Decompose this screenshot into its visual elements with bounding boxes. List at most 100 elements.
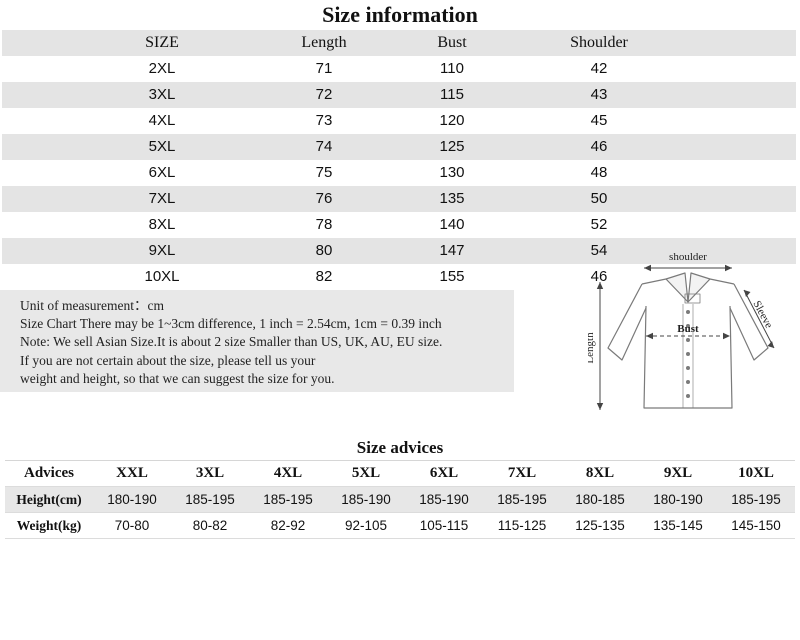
table-row: 8XL 78 140 52: [2, 212, 796, 238]
bust-label: Bust: [677, 323, 699, 335]
weight-row-label: Weight(kg): [16, 518, 82, 533]
table-row: 2XL 71 110 42: [2, 56, 796, 82]
cell-bust: 155: [439, 268, 465, 285]
size-advices-table: Advices XXL 3XL 4XL 5XL 6XL 7XL 8XL 9XL …: [5, 460, 795, 539]
cell-size: 2XL: [148, 60, 176, 77]
cell-bust: 120: [439, 112, 465, 129]
cell-length: 82: [315, 268, 333, 285]
cell-bust: 125: [439, 138, 465, 155]
note-line: Unit of measurement：cm: [20, 298, 164, 313]
advice-header-size: 5XL: [351, 465, 381, 481]
advice-header-size: 10XL: [738, 465, 774, 481]
table-row: 4XL 73 120 45: [2, 108, 796, 134]
size-table: SIZE Length Bust Shoulder 2XL 71 110 42 …: [2, 30, 796, 290]
cell-length: 73: [315, 112, 333, 129]
cell-shoulder: 48: [590, 164, 608, 181]
height-value: 185-190: [419, 492, 469, 507]
advice-header-size: 8XL: [585, 465, 615, 481]
weight-value: 125-135: [575, 518, 625, 533]
height-value: 185-190: [341, 492, 391, 507]
note-line: If you are not certain about the size, p…: [20, 352, 316, 368]
weight-value: 115-125: [497, 518, 547, 533]
cell-bust: 110: [440, 60, 464, 77]
height-value: 180-190: [653, 492, 703, 507]
height-row: Height(cm) 180-190 185-195 185-195 185-1…: [5, 487, 795, 513]
cell-size: 9XL: [148, 242, 176, 259]
advice-header-size: 7XL: [507, 465, 537, 481]
table-row: 6XL 75 130 48: [2, 160, 796, 186]
advice-header-row: Advices XXL 3XL 4XL 5XL 6XL 7XL 8XL 9XL …: [5, 461, 795, 487]
note-line: Size Chart There may be 1~3cm difference…: [20, 316, 442, 332]
cell-bust: 130: [439, 164, 465, 181]
cell-length: 74: [315, 138, 333, 155]
height-value: 185-195: [263, 492, 313, 507]
size-table-header-size: SIZE: [145, 34, 179, 51]
size-advices-title: Size advices: [356, 438, 444, 457]
note-line: Note: We sell Asian Size.It is about 2 s…: [20, 334, 443, 350]
advice-header-size: XXL: [116, 465, 148, 481]
height-row-label: Height(cm): [16, 492, 82, 507]
height-value: 185-195: [185, 492, 235, 507]
shirt-buttons: [686, 310, 690, 398]
advice-header-size: 4XL: [273, 465, 303, 481]
cell-shoulder: 52: [590, 216, 608, 233]
advice-header-size: 3XL: [195, 465, 225, 481]
shirt-measurement-diagram: shoulder Length Bust Sleeve: [588, 251, 775, 410]
cell-bust: 115: [440, 86, 464, 103]
cell-bust: 135: [439, 190, 465, 207]
advice-header-size: 6XL: [429, 465, 459, 481]
cell-size: 6XL: [148, 164, 176, 181]
cell-shoulder: 54: [590, 242, 608, 259]
note-line: weight and height, so that we can sugges…: [20, 370, 335, 386]
weight-value: 82-92: [270, 518, 306, 533]
height-value: 185-195: [731, 492, 781, 507]
cell-shoulder: 43: [590, 86, 608, 103]
advice-header-size: 9XL: [663, 465, 693, 481]
cell-size: 3XL: [148, 86, 176, 103]
cell-size: 5XL: [148, 138, 176, 155]
table-row: 3XL 72 115 43: [2, 82, 796, 108]
advice-header-advices: Advices: [24, 465, 74, 481]
length-label: Length: [588, 332, 596, 364]
cell-length: 75: [315, 164, 333, 181]
weight-value: 135-145: [653, 518, 703, 533]
shoulder-label: shoulder: [669, 251, 707, 263]
height-value: 180-185: [575, 492, 625, 507]
size-table-header-shoulder: Shoulder: [570, 34, 628, 51]
measurement-arrows: [596, 264, 775, 410]
cell-bust: 147: [439, 242, 465, 259]
weight-value: 70-80: [114, 518, 150, 533]
weight-row: Weight(kg) 70-80 80-82 82-92 92-105 105-…: [5, 513, 795, 539]
table-row: 5XL 74 125 46: [2, 134, 796, 160]
cell-shoulder: 46: [590, 138, 608, 155]
cell-shoulder: 50: [590, 190, 608, 207]
cell-shoulder: 42: [590, 60, 608, 77]
cell-length: 80: [315, 242, 333, 259]
page-title: Size information: [322, 2, 478, 27]
cell-size: 10XL: [144, 268, 180, 285]
height-value: 185-195: [497, 492, 547, 507]
weight-value: 105-115: [419, 518, 469, 533]
table-row: 10XL 82 155 46: [2, 264, 796, 290]
table-row: 9XL 80 147 54: [2, 238, 796, 264]
cell-size: 8XL: [148, 216, 176, 233]
cell-size: 7XL: [148, 190, 176, 207]
cell-shoulder: 46: [590, 268, 608, 285]
cell-shoulder: 45: [590, 112, 608, 129]
weight-value: 145-150: [731, 518, 781, 533]
measurement-notes: Unit of measurement：cm Size Chart There …: [0, 290, 514, 392]
weight-value: 80-82: [192, 518, 228, 533]
sleeve-label: Sleeve: [750, 299, 774, 331]
weight-value: 92-105: [344, 518, 388, 533]
cell-length: 76: [315, 190, 333, 207]
size-table-header-row: SIZE Length Bust Shoulder: [2, 30, 796, 56]
cell-length: 71: [315, 60, 333, 77]
shirt-outline: [607, 272, 769, 409]
size-table-header-bust: Bust: [437, 34, 467, 51]
height-value: 180-190: [107, 492, 157, 507]
cell-size: 4XL: [148, 112, 176, 129]
size-table-header-length: Length: [301, 34, 347, 51]
cell-bust: 140: [439, 216, 465, 233]
table-row: 7XL 76 135 50: [2, 186, 796, 212]
